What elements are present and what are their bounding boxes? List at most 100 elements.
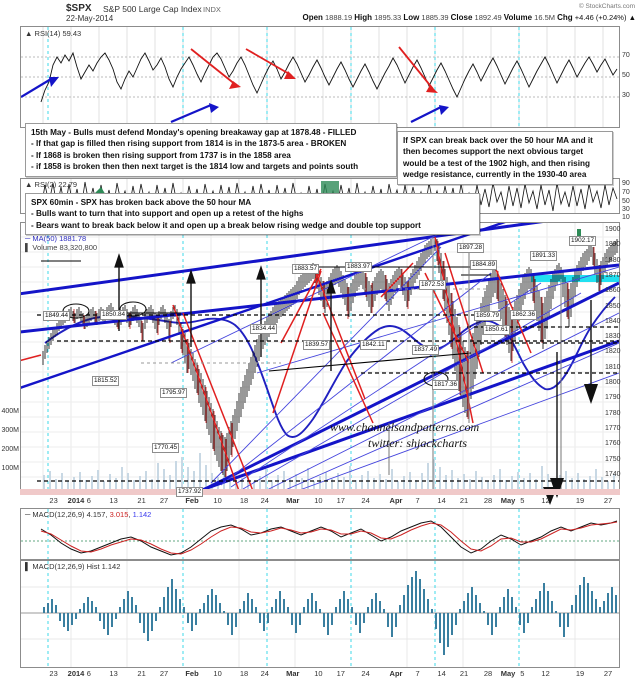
rsi2-tick-90: 90 xyxy=(622,180,630,187)
date-tick-bottom-12: 12 xyxy=(541,669,550,678)
note-right-line-4: wedge resistance, currently in the 1930-… xyxy=(403,170,587,180)
date-tick-top-21: 21 xyxy=(137,496,146,505)
high-value: 1895.33 xyxy=(374,13,402,22)
note-main-line-3: - If 1868 is broken then rising support … xyxy=(31,150,291,160)
note-60min-line-2: - Bulls want to turn that into support a… xyxy=(31,209,304,219)
rsi14-tick-70: 70 xyxy=(622,52,630,59)
symbol-name: S&P 500 Large Cap Index xyxy=(103,4,202,14)
date-tick-bottom-21: 21 xyxy=(137,669,146,678)
price-label-1897.28: 1897.28 xyxy=(457,243,485,253)
volume-label: Volume xyxy=(503,13,533,22)
date-tick-top-5: 5 xyxy=(520,496,525,505)
date-tick-top-28: 28 xyxy=(483,496,493,505)
price-tick-1790: 1790 xyxy=(605,394,621,402)
date-tick-bottom-17: 17 xyxy=(336,669,345,678)
price-label-1850.61: 1850.61 xyxy=(483,325,511,335)
price-label-1859.79: 1859.79 xyxy=(474,311,502,321)
note-upside-target: If SPX can break back over the 50 hour M… xyxy=(397,131,613,185)
date-tick-bottom-Apr: Apr xyxy=(389,669,403,678)
price-label-1834.44: 1834.44 xyxy=(250,324,278,334)
price-label-1884.89: 1884.89 xyxy=(470,260,498,270)
macd-legend-name: MACD(12,26,9) xyxy=(32,510,85,519)
date-tick-bottom-13: 13 xyxy=(109,669,118,678)
date-tick-top-24: 24 xyxy=(260,496,269,505)
price-tick-1780: 1780 xyxy=(605,409,621,417)
macd-panel: ─ MACD(12,26,9) 4.157, 3.015, 1.142 xyxy=(20,508,620,560)
price-tick-1870: 1870 xyxy=(605,271,621,279)
macd-hist-svg xyxy=(21,561,619,667)
volume-tick-300M: 300M xyxy=(1,427,19,434)
date-tick-top-10: 10 xyxy=(213,496,222,505)
date-tick-top-17: 17 xyxy=(336,496,345,505)
histogram-icon: ▌ xyxy=(25,562,31,571)
macd-histogram-legend: ▌ MACD(12,26,9) Hist 1.142 xyxy=(25,562,120,571)
rsi2-tick-30: 30 xyxy=(622,206,630,213)
date-tick-bottom-27: 27 xyxy=(603,669,613,678)
date-tick-top-May: May xyxy=(500,496,516,505)
date-tick-bottom-18: 18 xyxy=(239,669,249,678)
open-value: 1888.19 xyxy=(325,13,353,22)
chg-label: Chg xyxy=(557,13,573,22)
price-tick-1860: 1860 xyxy=(605,287,621,295)
macd-line-icon: ─ xyxy=(25,510,31,519)
price-tick-1830: 1830 xyxy=(605,333,621,341)
volume-tick-200M: 200M xyxy=(1,446,19,453)
rsi14-tick-30: 30 xyxy=(622,92,630,99)
price-label-1891.33: 1891.33 xyxy=(530,251,558,261)
date-tick-bottom-23: 23 xyxy=(49,669,58,678)
legend-ma-text: MA(50) 1881.78 xyxy=(32,234,87,243)
price-tick-1760: 1760 xyxy=(605,440,621,448)
date-tick-bottom-19: 19 xyxy=(575,669,585,678)
note-main-analysis: 15th May - Bulls must defend Monday's op… xyxy=(25,123,397,177)
date-tick-top-Feb: Feb xyxy=(185,496,199,505)
date-tick-bottom-7: 7 xyxy=(415,669,420,678)
price-label-1850.84: 1850.84 xyxy=(100,310,128,320)
note-60min-line-3: - Bears want to break back below it and … xyxy=(31,220,421,230)
macd-histogram-legend-text: MACD(12,26,9) Hist 1.142 xyxy=(32,562,121,571)
price-label-1883.57: 1883.57 xyxy=(292,264,320,274)
macd-value-2: 3.015 xyxy=(109,510,129,519)
price-label-1862.36: 1862.36 xyxy=(510,310,538,320)
date-tick-top-6: 6 xyxy=(86,496,91,505)
date-tick-top-24: 24 xyxy=(361,496,370,505)
macd-value-1: 4.157 xyxy=(86,510,106,519)
price-tick-1880: 1880 xyxy=(605,256,621,264)
macd-plot xyxy=(21,509,619,559)
price-label-1837.49: 1837.49 xyxy=(412,345,440,355)
high-label: High xyxy=(354,13,373,22)
price-label-1902.17: 1902.17 xyxy=(569,236,597,246)
note-60min-line-1: SPX 60min - SPX has broken back above th… xyxy=(31,198,252,207)
price-plot xyxy=(21,223,619,493)
price-tick-1890: 1890 xyxy=(605,241,621,249)
chg-value: +4.46 (+0.24%) xyxy=(574,13,627,22)
date-tick-top-23: 23 xyxy=(49,496,58,505)
symbol-exchange: INDX xyxy=(203,4,221,14)
price-tick-1810: 1810 xyxy=(605,363,621,371)
rsi2-icon: ▲ xyxy=(25,180,33,189)
price-tick-1850: 1850 xyxy=(605,302,621,310)
date-tick-top-19: 19 xyxy=(575,496,585,505)
price-label-1839.57: 1839.57 xyxy=(303,340,331,350)
low-label: Low xyxy=(403,13,420,22)
note-right-line-2: then becomes support the next obvious ta… xyxy=(403,147,584,157)
price-tick-1740: 1740 xyxy=(605,470,621,478)
rsi14-panel: ▲ RSI(14) 59.43 xyxy=(20,26,620,128)
note-main-line-1: 15th May - Bulls must defend Monday's op… xyxy=(31,128,357,137)
macd-svg xyxy=(21,509,619,559)
rsi2-tick-70: 70 xyxy=(622,189,630,196)
date-tick-top-7: 7 xyxy=(415,496,420,505)
note-60min-summary: SPX 60min - SPX has broken back above th… xyxy=(25,193,480,236)
rsi14-legend: ▲ RSI(14) 59.43 xyxy=(25,29,81,38)
date-tick-top-10: 10 xyxy=(314,496,323,505)
down-arrow-annotation-2 xyxy=(584,300,598,404)
date-tick-top-12: 12 xyxy=(541,496,550,505)
date-tick-bottom-May: May xyxy=(500,669,516,678)
macd-histogram-plot xyxy=(21,561,619,667)
rsi14-icon: ▲ xyxy=(25,29,33,38)
rsi2-tick-50: 50 xyxy=(622,198,630,205)
site-watermark-line2: twitter: shjackcharts xyxy=(368,436,467,450)
quote-line: Open 1888.19 High 1895.33 Low 1885.39 Cl… xyxy=(302,13,636,22)
price-tick-1900: 1900 xyxy=(605,226,621,233)
price-tick-1770: 1770 xyxy=(605,424,621,432)
price-tick-1800: 1800 xyxy=(605,379,621,386)
